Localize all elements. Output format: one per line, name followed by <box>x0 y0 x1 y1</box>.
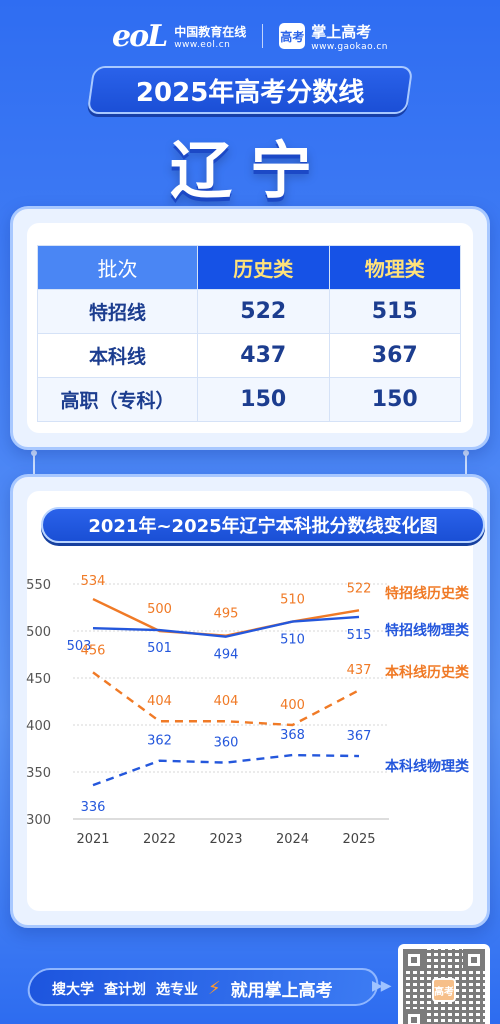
y-tick-label: 300 <box>26 813 51 828</box>
table-row: 特招线 522 515 <box>37 289 461 334</box>
header-logos: eoL 中国教育在线 www.eol.cn 高考 掌上高考 www.gaokao… <box>0 14 500 58</box>
data-label: 510 <box>280 593 305 608</box>
table-row: 高职（专科） 150 150 <box>37 377 461 422</box>
data-label: 367 <box>347 729 372 744</box>
table-row: 本科线 437 367 <box>37 333 461 378</box>
connector-line-left <box>33 454 35 476</box>
data-label: 400 <box>280 698 305 713</box>
lightning-icon: ⚡ <box>208 978 221 999</box>
y-tick-label: 550 <box>26 578 51 593</box>
data-label: 522 <box>347 581 372 596</box>
physics-score: 150 <box>328 377 461 422</box>
score-card: 批次 历史类 物理类 特招线 522 515 本科线 437 367 高职（专科… <box>10 206 490 450</box>
x-tick-label: 2021 <box>76 832 109 847</box>
eol-name: 中国教育在线 <box>174 24 247 39</box>
y-tick-label: 400 <box>26 719 51 734</box>
chart-card: 2021年~2025年辽宁本科批分数线变化图 550 500 450 400 350 30… <box>10 474 490 928</box>
connector-pin-right <box>463 450 469 456</box>
footer-slogan-row: 搜大学 查计划 选专业 ⚡ 就用掌上高考 <box>52 976 333 1001</box>
data-label: 456 <box>81 643 106 658</box>
data-label: 437 <box>347 663 372 678</box>
history-score: 150 <box>197 377 330 422</box>
header-batch: 批次 <box>37 245 198 290</box>
physics-score: 367 <box>328 333 461 378</box>
line-chart: 550 500 450 400 350 300 2021 2022 2023 2024 2025 53… <box>26 574 470 847</box>
data-label: 515 <box>347 628 372 643</box>
footer-item-check-plan[interactable]: 查计划 <box>104 981 146 998</box>
connector-pin-left <box>31 450 37 456</box>
eol-mark: eoL <box>111 18 168 54</box>
qr-finder-icon <box>403 949 425 971</box>
data-label: 404 <box>214 694 239 709</box>
data-label: 404 <box>147 694 172 709</box>
row-label: 本科线 <box>37 333 198 378</box>
score-table: 批次 历史类 物理类 特招线 522 515 本科线 437 367 高职（专科… <box>37 245 461 422</box>
history-score: 437 <box>197 333 330 378</box>
qr-code[interactable]: 高考 <box>398 944 490 1024</box>
eol-logo[interactable]: eoL 中国教育在线 www.eol.cn <box>112 19 246 54</box>
data-label: 534 <box>81 574 106 589</box>
data-label: 336 <box>81 800 106 815</box>
connector-line-right <box>465 454 467 476</box>
data-label: 360 <box>214 736 239 751</box>
eol-url: www.eol.cn <box>174 39 231 50</box>
arrows-icon: ▶▶ <box>372 978 391 994</box>
qr-finder-icon <box>403 1009 425 1024</box>
legend-entry: 本科线历史类 <box>385 664 470 681</box>
legend-entry: 特招线物理类 <box>385 622 470 639</box>
row-label: 特招线 <box>37 289 198 334</box>
data-label: 494 <box>214 648 239 663</box>
header-history-label: 历史类 <box>233 257 294 281</box>
series-line-3 <box>92 753 360 787</box>
header-history: 历史类 <box>197 245 330 290</box>
qr-finder-icon <box>463 949 485 971</box>
x-tick-label: 2023 <box>209 832 242 847</box>
footer-item-search-university[interactable]: 搜大学 <box>52 981 94 998</box>
province-title: 辽宁 <box>169 134 330 207</box>
legend-entry: 特招线历史类 <box>385 585 470 602</box>
footer-slogan: 就用掌上高考 <box>230 981 333 1001</box>
title-banner: 2025年高考分数线 <box>86 66 414 114</box>
chart-card-inner <box>27 491 473 911</box>
header-physics-label: 物理类 <box>364 257 425 281</box>
data-label: 501 <box>147 641 172 656</box>
table-header-row: 批次 历史类 物理类 <box>37 245 461 290</box>
y-tick-label: 450 <box>26 672 51 687</box>
qr-pattern: 高考 <box>403 949 485 1024</box>
legend-entry: 本科线物理类 <box>385 758 470 775</box>
header-physics: 物理类 <box>328 245 461 290</box>
x-tick-label: 2022 <box>143 832 176 847</box>
logo-divider <box>262 24 264 48</box>
y-tick-label: 350 <box>26 766 51 781</box>
gaokao-logo[interactable]: 高考 掌上高考 www.gaokao.cn <box>279 21 388 52</box>
x-tick-label: 2025 <box>342 832 375 847</box>
y-tick-label: 500 <box>26 625 51 640</box>
data-label: 495 <box>214 607 239 622</box>
history-score: 522 <box>197 289 330 334</box>
gaokao-badge-icon: 高考 <box>279 23 306 49</box>
qr-center-logo-icon: 高考 <box>432 978 456 1002</box>
chart-title: 2021年~2025年辽宁本科批分数线变化图 <box>41 507 485 543</box>
footer-item-choose-major[interactable]: 选专业 <box>156 981 198 998</box>
series-line-2 <box>92 671 360 727</box>
gaokao-url: www.gaokao.cn <box>311 41 388 52</box>
page-title: 2025年高考分数线 <box>135 77 365 108</box>
data-label: 368 <box>280 728 305 743</box>
data-label: 362 <box>147 734 172 749</box>
data-label: 510 <box>280 633 305 648</box>
gaokao-name: 掌上高考 <box>311 22 372 41</box>
footer: 搜大学 查计划 选专业 ⚡ 就用掌上高考 ▶▶ 高考 <box>0 940 500 1024</box>
series-line-1 <box>92 615 360 638</box>
data-label: 503 <box>67 639 92 654</box>
physics-score: 515 <box>328 289 461 334</box>
row-label: 高职（专科） <box>37 377 198 422</box>
x-tick-label: 2024 <box>276 832 309 847</box>
data-label: 500 <box>147 602 172 617</box>
